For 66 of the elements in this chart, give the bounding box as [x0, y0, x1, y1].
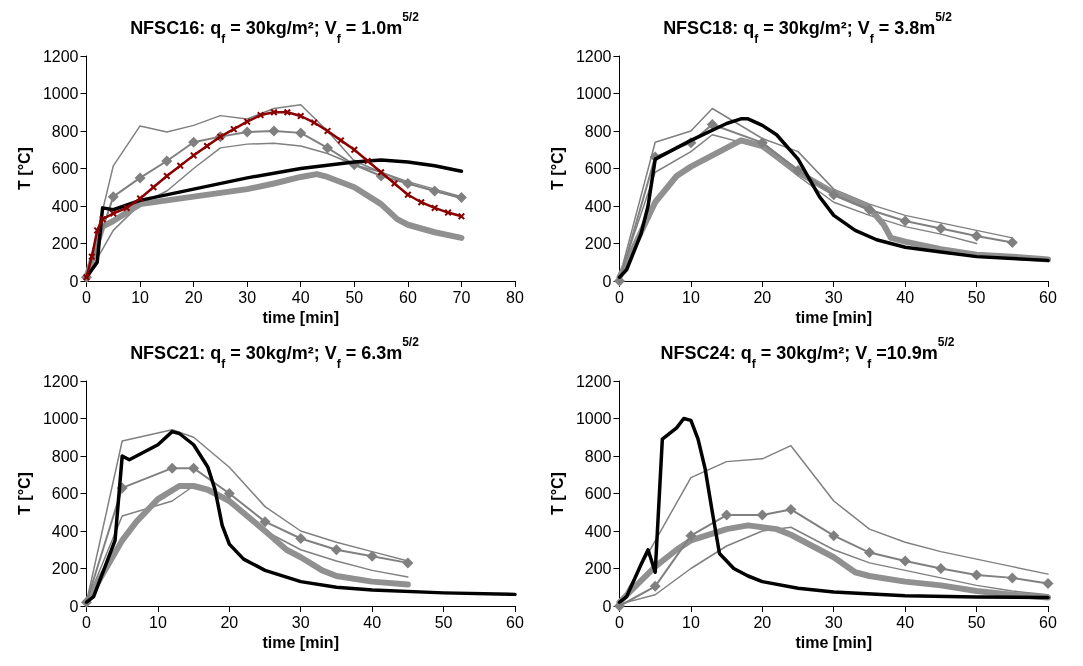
- x-tick-label: 20: [184, 288, 203, 306]
- x-tick-label: 30: [238, 288, 257, 306]
- x-tick-label: 30: [824, 613, 843, 631]
- x-tick-label: 0: [82, 288, 92, 306]
- x-tick-label: 10: [149, 613, 167, 631]
- y-tick-label: 1200: [575, 47, 612, 65]
- y-tick-label: 1200: [42, 47, 79, 65]
- y-tick-label: 600: [51, 485, 79, 502]
- x-axis-title: time [min]: [262, 634, 339, 652]
- y-tick-label: 200: [51, 235, 79, 252]
- x-tick-label: 0: [82, 613, 92, 631]
- y-tick-label: 0: [602, 272, 612, 290]
- y-tick-label: 1000: [575, 85, 612, 102]
- x-tick-label: 0: [615, 613, 625, 631]
- x-tick-label: 30: [291, 613, 310, 631]
- x-tick-label: 50: [345, 288, 364, 306]
- x-tick-label: 50: [434, 613, 453, 631]
- x-tick-label: 60: [1039, 288, 1057, 306]
- y-tick-label: 400: [51, 197, 79, 215]
- x-tick-label: 80: [506, 288, 524, 306]
- x-tick-label: 60: [398, 288, 417, 306]
- x-tick-label: 10: [131, 288, 150, 306]
- y-axis-title: T [°C]: [548, 472, 566, 515]
- x-tick-label: 20: [753, 613, 772, 631]
- y-tick-label: 400: [584, 197, 612, 215]
- y-axis-title: T [°C]: [548, 147, 566, 190]
- y-tick-label: 400: [51, 522, 79, 540]
- x-tick-label: 20: [753, 288, 772, 306]
- y-tick-label: 800: [584, 447, 612, 465]
- x-tick-label: 40: [363, 613, 382, 631]
- x-tick-label: 50: [967, 288, 986, 306]
- y-tick-label: 800: [584, 122, 612, 140]
- x-axis-title: time [min]: [795, 309, 872, 327]
- y-axis-title: T [°C]: [15, 147, 33, 190]
- x-tick-label: 40: [896, 613, 915, 631]
- y-tick-label: 800: [51, 122, 79, 140]
- y-tick-label: 1200: [575, 372, 612, 390]
- y-tick-label: 0: [69, 597, 79, 615]
- x-tick-label: 60: [506, 613, 524, 631]
- y-tick-label: 600: [584, 485, 612, 502]
- x-tick-label: 20: [220, 613, 239, 631]
- x-tick-label: 40: [896, 288, 915, 306]
- y-tick-label: 600: [584, 160, 612, 177]
- x-tick-label: 0: [615, 288, 625, 306]
- y-tick-label: 400: [584, 522, 612, 540]
- y-tick-label: 200: [584, 560, 612, 577]
- y-tick-label: 800: [51, 447, 79, 465]
- x-axis-title: time [min]: [262, 309, 339, 327]
- y-tick-label: 1200: [42, 372, 79, 390]
- x-tick-label: 50: [967, 613, 986, 631]
- x-axis-title: time [min]: [795, 634, 872, 652]
- y-tick-label: 200: [51, 560, 79, 577]
- y-axis-title: T [°C]: [15, 472, 33, 515]
- x-tick-label: 70: [452, 288, 471, 306]
- y-tick-label: 200: [584, 235, 612, 252]
- y-tick-label: 1000: [575, 410, 612, 427]
- y-tick-label: 600: [51, 160, 79, 177]
- y-tick-label: 0: [69, 272, 79, 290]
- x-tick-label: 10: [682, 613, 700, 631]
- x-tick-label: 10: [682, 288, 700, 306]
- x-tick-label: 30: [824, 288, 843, 306]
- y-tick-label: 1000: [42, 85, 79, 102]
- y-tick-label: 0: [602, 597, 612, 615]
- x-tick-label: 60: [1039, 613, 1057, 631]
- y-tick-label: 1000: [42, 410, 79, 427]
- x-tick-label: 40: [291, 288, 310, 306]
